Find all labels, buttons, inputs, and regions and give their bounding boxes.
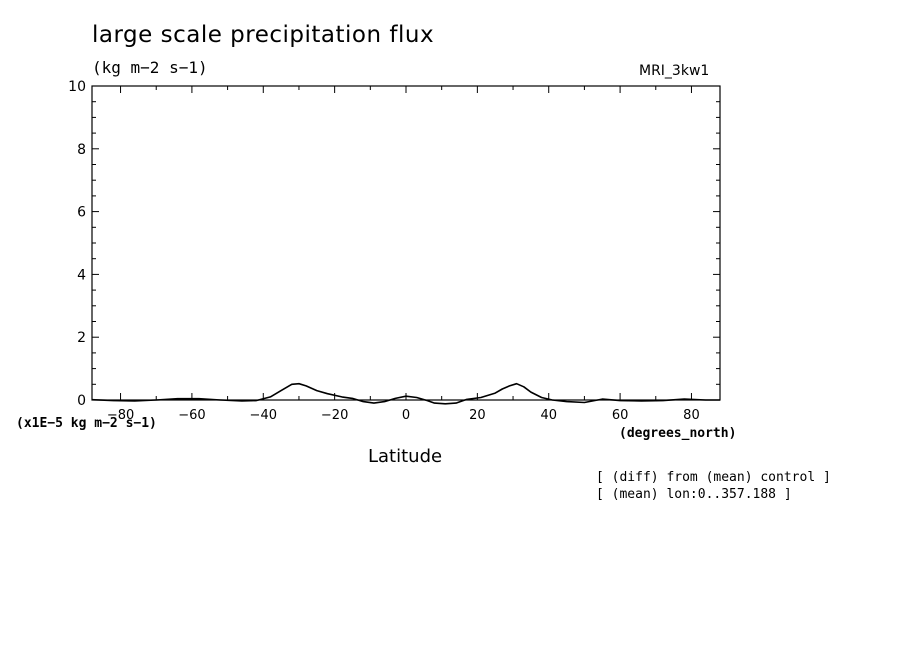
y-tick-label: 2 <box>77 330 86 346</box>
y-tick-label: 0 <box>77 393 86 409</box>
x-tick-label: 40 <box>540 408 557 423</box>
chart-title: large scale precipitation flux <box>92 22 435 48</box>
model-label: MRI_3kw1 <box>639 63 710 79</box>
x-tick-label: 80 <box>683 408 700 423</box>
x-tick-label: −60 <box>178 408 205 423</box>
y-tick-label: 4 <box>77 267 86 283</box>
y-tick-label: 6 <box>77 205 86 221</box>
y-tick-label: 10 <box>68 79 86 95</box>
x-tick-label: 0 <box>402 408 410 423</box>
series-line <box>91 382 720 405</box>
x-tick-label: −20 <box>321 408 348 423</box>
x-axis-units: (degrees_north) <box>619 426 737 441</box>
axis-tick-labels: −80 −60 −40 −20 0 20 40 60 80 0 2 4 6 8 10 <box>68 79 700 423</box>
annotation-mean-lon: [ (mean) lon:0..357.188 ] <box>596 487 792 502</box>
y-tick-label: 8 <box>77 142 86 158</box>
plot-frame <box>91 85 721 401</box>
annotation-diff: [ (diff) from (mean) control ] <box>596 470 831 485</box>
x-axis-label: Latitude <box>368 446 443 467</box>
x-tick-label: −40 <box>250 408 277 423</box>
series-group <box>91 382 720 405</box>
x-tick-label: −80 <box>107 408 134 423</box>
units-label: (kg m−2 s−1) <box>92 58 208 77</box>
x-tick-label: 20 <box>469 408 486 423</box>
scale-factor-label: (x1E−5 kg m−2 s−1) <box>16 416 157 431</box>
x-tick-label: 60 <box>612 408 629 423</box>
axis-ticks <box>92 85 720 401</box>
